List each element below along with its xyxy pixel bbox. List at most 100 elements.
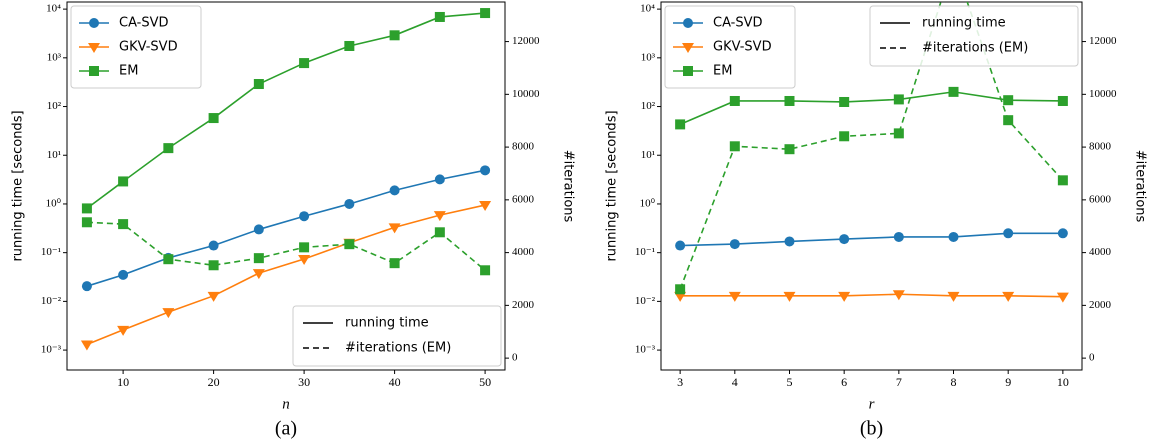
series-line — [680, 293, 1063, 298]
series-line — [86, 204, 486, 346]
x-tick-label: 30 — [298, 375, 310, 389]
marker — [434, 174, 445, 185]
y2-tick-label: 0 — [512, 352, 518, 364]
legend-label: EM — [119, 64, 138, 79]
marker — [344, 198, 355, 209]
marker — [81, 281, 92, 292]
marker — [480, 165, 491, 176]
legend-box — [664, 5, 796, 89]
marker — [163, 143, 174, 154]
marker — [344, 40, 355, 51]
series-line — [679, 2, 1064, 290]
x-tick-label: 20 — [208, 375, 220, 389]
marker — [1057, 175, 1068, 186]
marker — [728, 291, 741, 302]
axes-frame — [66, 1, 506, 371]
x-tick-label: 5 — [786, 375, 792, 389]
marker — [1057, 95, 1068, 106]
x-axis-label: n — [282, 396, 290, 412]
marker — [162, 308, 175, 319]
marker — [948, 86, 959, 97]
marker — [784, 144, 795, 155]
marker — [839, 234, 850, 245]
marker — [783, 291, 796, 302]
x-tick-label: 40 — [389, 375, 401, 389]
marker — [89, 66, 99, 76]
marker — [389, 30, 400, 41]
marker — [81, 203, 92, 214]
y-tick-label: 10¹ — [47, 149, 61, 161]
series-line — [86, 221, 486, 271]
legend-box — [869, 5, 1079, 67]
y2-tick-label: 2000 — [1089, 299, 1112, 311]
marker — [1003, 228, 1014, 239]
caption: (b) — [860, 418, 883, 440]
marker — [1056, 292, 1069, 303]
marker — [1003, 115, 1014, 126]
marker — [253, 224, 264, 235]
y2-tick-label: 6000 — [1089, 193, 1112, 205]
x-tick-label: 10 — [117, 375, 129, 389]
marker — [480, 265, 491, 276]
marker — [80, 340, 93, 351]
y-tick-label: 10⁻¹ — [635, 246, 655, 258]
marker — [675, 284, 686, 295]
y-tick-label: 10⁻² — [635, 295, 656, 307]
y2-tick-label: 8000 — [1089, 141, 1112, 153]
marker — [480, 8, 491, 19]
marker — [948, 231, 959, 242]
marker — [208, 240, 219, 251]
marker — [299, 211, 310, 222]
marker — [893, 231, 904, 242]
marker — [117, 325, 130, 336]
y-tick-label: 10⁰ — [46, 197, 62, 209]
marker — [434, 11, 445, 22]
series-line — [679, 91, 1063, 126]
marker — [344, 239, 355, 250]
marker — [81, 217, 92, 228]
x-tick-label: 10 — [1057, 375, 1069, 389]
marker — [118, 176, 129, 187]
y-tick-label: 10¹ — [641, 149, 655, 161]
marker — [208, 260, 219, 271]
y-tick-label: 10⁻³ — [41, 344, 62, 356]
caption: (a) — [275, 418, 297, 440]
marker — [1057, 228, 1068, 239]
legend-label: running time — [922, 16, 1006, 31]
y-axis-label: running time [seconds] — [605, 110, 620, 261]
axes-frame — [660, 1, 1083, 371]
marker — [89, 18, 99, 28]
y2-tick-label: 12000 — [1089, 35, 1117, 47]
y-tick-label: 10³ — [47, 51, 62, 63]
marker — [88, 43, 100, 53]
y-tick-label: 10⁴ — [640, 3, 655, 15]
y-tick-label: 10⁻³ — [635, 344, 656, 356]
marker — [893, 128, 904, 139]
y-axis-label: running time [seconds] — [11, 110, 26, 261]
marker — [434, 227, 445, 238]
marker — [947, 291, 960, 302]
x-tick-label: 7 — [896, 375, 902, 389]
x-tick-label: 6 — [841, 375, 847, 389]
x-tick-label: 3 — [677, 375, 683, 389]
y2-tick-label: 10000 — [1089, 88, 1117, 100]
y2-tick-label: 12000 — [512, 35, 540, 47]
x-axis-label: r — [869, 396, 875, 412]
y-tick-label: 10³ — [641, 51, 656, 63]
legend-box — [70, 5, 202, 89]
marker — [682, 43, 694, 53]
marker — [784, 95, 795, 106]
marker — [163, 254, 174, 265]
legend-label: running time — [345, 316, 429, 331]
series-line — [86, 169, 486, 287]
y2-axis-label: #iterations — [561, 150, 576, 223]
marker — [674, 291, 687, 302]
y-tick-label: 10² — [641, 100, 656, 112]
marker — [479, 201, 492, 212]
marker — [784, 236, 795, 247]
y2-tick-label: 4000 — [512, 246, 535, 258]
marker — [388, 223, 401, 234]
y2-tick-label: 2000 — [512, 299, 535, 311]
